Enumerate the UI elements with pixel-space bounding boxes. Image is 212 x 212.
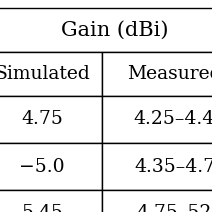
Bar	[0, 143, 102, 190]
Text: 5.45: 5.45	[21, 205, 63, 212]
Text: 4.35–4.7: 4.35–4.7	[134, 158, 212, 176]
Text: 4.75: 4.75	[21, 110, 63, 128]
Bar	[102, 143, 212, 190]
Text: Measured: Measured	[127, 65, 212, 83]
Text: Gain (dBi): Gain (dBi)	[61, 21, 168, 39]
Bar	[0, 190, 102, 212]
Bar	[102, 96, 212, 143]
Text: 4.25–4.4: 4.25–4.4	[134, 110, 212, 128]
Text: −5.0: −5.0	[19, 158, 65, 176]
Bar	[0, 96, 102, 143]
Text: Simulated: Simulated	[0, 65, 90, 83]
Bar	[0, 52, 102, 96]
Bar	[0, 8, 212, 52]
Bar	[102, 52, 212, 96]
Bar	[102, 190, 212, 212]
Text: 4.75–52: 4.75–52	[137, 205, 212, 212]
